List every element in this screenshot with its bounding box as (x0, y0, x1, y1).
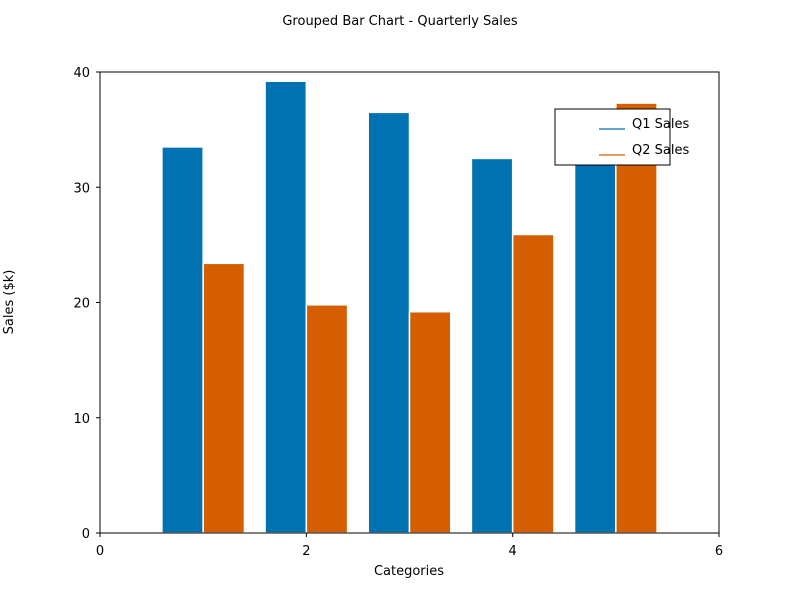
bar-series-2-5 (615, 102, 658, 534)
bar-series-2-4 (511, 233, 555, 534)
bar-series-1-1 (161, 146, 204, 534)
chart-title: Grouped Bar Chart - Quarterly Sales (282, 14, 517, 29)
legend-box (554, 108, 671, 166)
y-tick-label-3: 20 (73, 297, 90, 312)
legend: Q1 Sales Q2 Sales (554, 108, 689, 166)
y-tick-label-4: 30 (73, 181, 90, 196)
bar-series-1-3 (367, 111, 411, 534)
x-tick-label-4: 6 (715, 544, 723, 559)
bar-series-1-5 (573, 163, 617, 534)
y-tick-label-5: 40 (73, 66, 90, 81)
bar-series-2-2 (305, 304, 349, 534)
bar-series-2-1 (202, 262, 246, 534)
x-tick-label-3: 4 (509, 544, 517, 559)
y-tick-label-2: 10 (73, 412, 90, 427)
x-axis-label: Categories (374, 564, 444, 579)
legend-label-2: Q2 Sales (632, 143, 689, 158)
bars-layer (161, 80, 658, 534)
x-tick-label-2: 2 (302, 544, 310, 559)
y-tick-label-1: 0 (82, 527, 90, 542)
y-axis-label: Sales ($k) (2, 270, 17, 335)
x-axis-ticks: 0 2 4 6 (96, 533, 723, 559)
bar-series-1-4 (470, 157, 514, 534)
bar-series-2-3 (408, 310, 452, 534)
bar-series-1-2 (264, 80, 308, 534)
series-1 (161, 80, 617, 534)
x-tick-label-1: 0 (96, 544, 104, 559)
y-axis-ticks: 0 10 20 30 40 (73, 66, 100, 542)
legend-label-1: Q1 Sales (632, 117, 689, 132)
